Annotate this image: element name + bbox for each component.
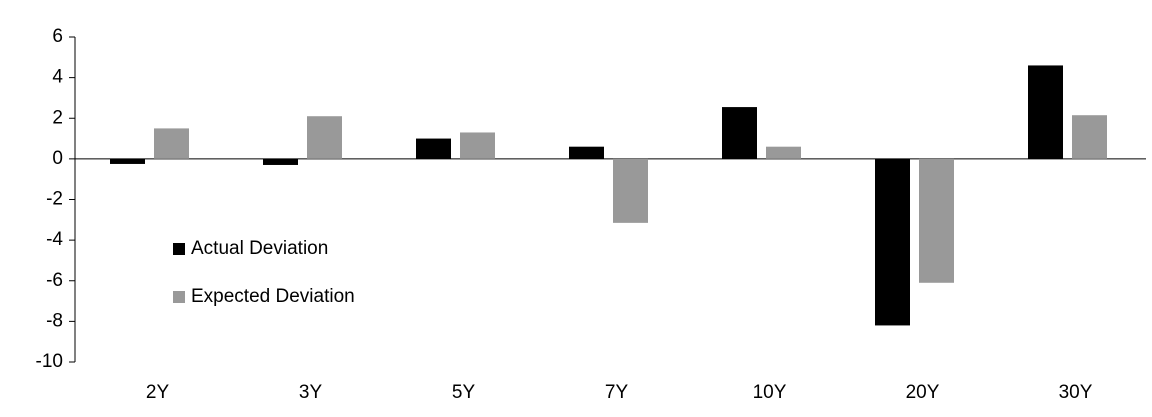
bar [416,138,451,159]
y-tick-label: -6 [46,270,63,291]
bar [766,146,801,159]
bar [875,158,910,326]
x-tick-label: 30Y [1059,382,1093,403]
legend-label: Expected Deviation [191,286,355,307]
bar [722,107,757,159]
bar [263,158,298,165]
x-tick-label: 10Y [753,382,787,403]
bar [613,158,648,223]
y-tick-label: 2 [52,107,63,128]
y-tick-label: 4 [52,67,63,88]
y-tick-label: -8 [46,310,63,331]
x-tick-label: 7Y [605,382,629,403]
legend-swatch [173,291,185,303]
bar [154,128,189,159]
bar [919,158,954,283]
y-tick-label: -10 [36,351,63,372]
y-tick-label: -2 [46,189,63,210]
bar [569,146,604,159]
bar [1028,65,1063,159]
bar [460,132,495,159]
y-tick-label: 0 [52,148,63,169]
x-tick-label: 5Y [452,382,476,403]
x-tick-label: 3Y [299,382,323,403]
y-tick-label: -4 [46,229,63,250]
legend-label: Actual Deviation [191,238,328,259]
bar [110,158,145,164]
legend-swatch [173,243,185,255]
x-tick-label: 2Y [146,382,170,403]
bar [307,116,342,159]
y-tick-label: 6 [52,26,63,47]
bar [1072,115,1107,159]
x-tick-label: 20Y [906,382,940,403]
